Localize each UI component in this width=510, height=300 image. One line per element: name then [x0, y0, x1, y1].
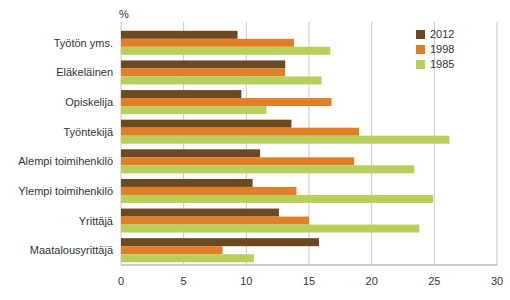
legend-swatch	[416, 60, 425, 69]
legend-swatch	[416, 30, 425, 39]
tick-label: 20	[366, 275, 378, 287]
category-label: Alempi toimihenkilö	[18, 155, 113, 167]
tick-label: 0	[118, 275, 124, 287]
chart-container: 0 5 10 15 20 25 30% Työtön yms. Eläkeläinen Opisk…	[0, 0, 510, 300]
bar	[121, 238, 319, 246]
category-label: Työntekijä	[63, 126, 113, 138]
bar	[121, 217, 309, 225]
bar	[121, 106, 266, 114]
bar	[121, 98, 332, 106]
bars	[121, 31, 449, 262]
bar	[121, 165, 414, 173]
category-label: Ylempi toimihenkilö	[18, 185, 113, 197]
bar	[121, 39, 294, 47]
tick-label: 5	[181, 275, 187, 287]
bar	[121, 68, 285, 76]
bar	[121, 31, 238, 39]
bar	[121, 60, 285, 68]
chart-svg: 0 5 10 15 20 25 30% Työtön yms. Eläkeläinen Opisk…	[0, 0, 510, 300]
bar	[121, 120, 291, 128]
bar	[121, 187, 296, 195]
bar	[121, 136, 449, 144]
category-label: Työtön yms.	[54, 37, 113, 49]
bar	[121, 47, 330, 55]
grid-line	[497, 22, 498, 265]
axis-label: %	[119, 8, 129, 20]
bar	[121, 157, 354, 165]
bar	[121, 179, 253, 187]
legend: 2012 1998 1985	[416, 28, 454, 70]
bar	[121, 254, 254, 262]
x-axis-line	[121, 265, 497, 266]
tick-label: 15	[303, 275, 315, 287]
bar	[121, 149, 260, 157]
tick-label: 10	[240, 275, 252, 287]
legend-label: 2012	[430, 28, 454, 40]
category-label: Yrittäjä	[79, 215, 114, 227]
legend-label: 1998	[430, 43, 454, 55]
bar	[121, 90, 241, 98]
grid	[121, 22, 497, 265]
category-label: Opiskelija	[65, 96, 114, 108]
bar	[121, 195, 433, 203]
legend-label: 1985	[430, 58, 454, 70]
category-label: Eläkeläinen	[56, 66, 113, 78]
bar	[121, 225, 419, 233]
bar	[121, 246, 223, 254]
bar	[121, 76, 322, 84]
bar	[121, 128, 359, 136]
bar	[121, 209, 279, 217]
legend-swatch	[416, 45, 425, 54]
category-label: Maatalousyrittäjä	[30, 244, 114, 256]
tick-label: 25	[428, 275, 440, 287]
tick-label: 30	[491, 275, 503, 287]
